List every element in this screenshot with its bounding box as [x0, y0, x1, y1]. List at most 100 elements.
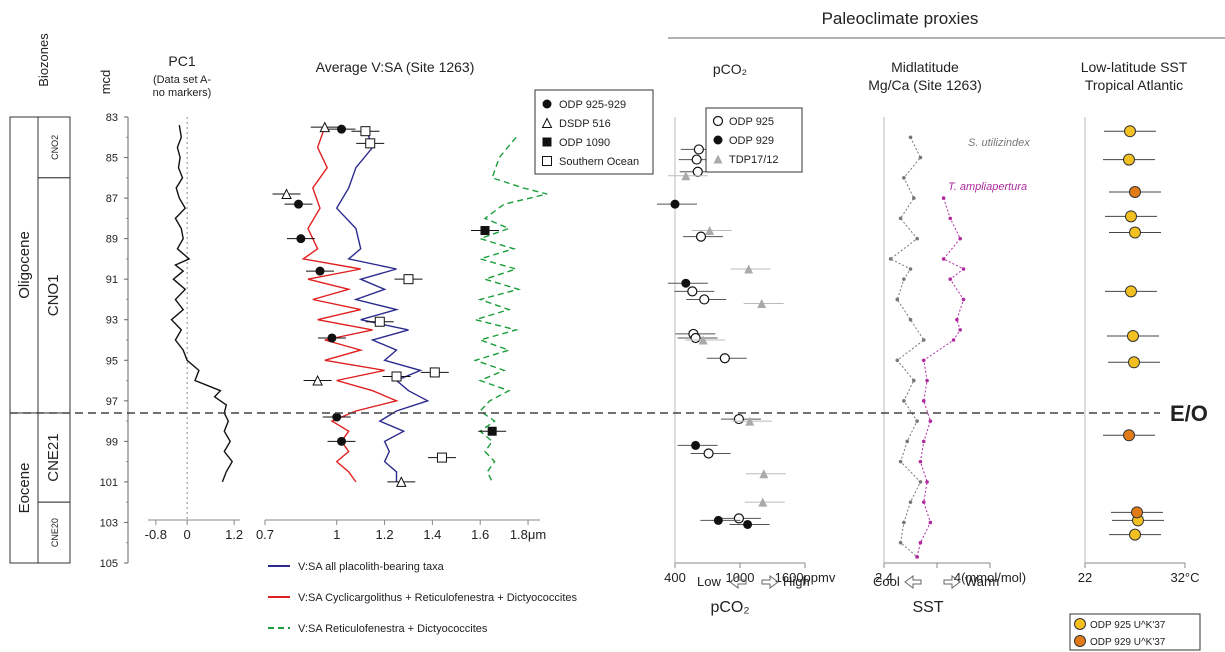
mgca-point: [921, 399, 926, 403]
vsa-marker: [315, 266, 325, 276]
mgca-point: [921, 439, 926, 444]
pco2-marker: [743, 519, 753, 529]
mgca-point: [955, 317, 959, 322]
mgca-point: [921, 358, 926, 363]
vsa-marker: [360, 126, 371, 137]
mgca-point: [895, 297, 900, 302]
pco2-marker: [719, 353, 730, 364]
mgca-point: [961, 267, 966, 271]
depth-tick-label: 101: [100, 477, 118, 489]
vsa-marker: [403, 274, 414, 285]
vsa-legend-label: ODP 925-929: [559, 99, 626, 111]
vsa-marker: [480, 226, 490, 236]
sst-cool-arrow: [904, 575, 922, 589]
epoch-box: [9, 412, 39, 564]
biozone-box: [37, 412, 71, 503]
sst-legend-label: ODP 929 U^K'37: [1090, 637, 1166, 648]
mgca-point: [915, 419, 919, 423]
pco2-x-tick-label: 1000: [726, 570, 755, 585]
vsa-title: Average V:SA (Site 1263): [316, 59, 475, 75]
pco2-marker: [713, 515, 723, 525]
stratigraphy-column: Oligocene Eocene CNO2 CNO1 CNE21 CNE20: [9, 116, 71, 564]
pco2-marker: [699, 294, 710, 305]
vsa-legend-symbol: [542, 156, 552, 166]
pco2-bottom-label: pCO₂: [710, 599, 749, 616]
pco2-title: pCO₂: [713, 61, 747, 77]
mgca-point: [921, 500, 926, 504]
pco2-marker: [733, 513, 745, 524]
mgca-point: [902, 277, 906, 281]
pc1-subtitle-2: no markers): [153, 87, 212, 99]
pco2-marker: [744, 264, 754, 274]
pc1-x-tick-label: 0: [184, 527, 191, 542]
proxies-title: Paleoclimate proxies: [822, 9, 979, 28]
pco2-legend-symbol: [713, 135, 723, 145]
mgca-point: [941, 257, 946, 261]
pco2-marker: [759, 469, 769, 479]
pco2-marker: [681, 278, 691, 288]
epoch-label: Eocene: [16, 463, 33, 514]
vsa-marker: [374, 316, 385, 327]
vsa-marker: [312, 374, 323, 386]
depth-tick-label: 85: [106, 153, 118, 165]
biozone-label: CNO2: [50, 135, 60, 160]
vsa-legend-box: [534, 89, 654, 175]
mgca-point: [941, 196, 946, 200]
mgca-point: [918, 540, 923, 545]
biozone-box: [37, 501, 71, 564]
vsa-legend-symbol: [542, 137, 552, 147]
pco2-marker: [758, 497, 768, 507]
biozones-label: Biozones: [36, 33, 51, 87]
vsa-marker: [487, 426, 497, 436]
pco2-marker: [690, 332, 701, 344]
vsa-x-tick-label: 1.8μm: [510, 527, 546, 542]
bottom-legend-label: V:SA Cyclicargolithus + Reticulofenestra…: [298, 592, 577, 604]
mgca-point: [902, 399, 906, 403]
mgca-point: [925, 480, 929, 484]
pco2-marker: [757, 299, 767, 309]
mgca-point: [961, 297, 966, 302]
sst-bottom-label: SST: [912, 599, 943, 616]
mgca-point: [898, 540, 903, 545]
mgca-point: [905, 439, 909, 444]
mgca-point: [918, 459, 923, 464]
mgca-point: [888, 257, 893, 261]
sst-legend-label: ODP 925 U^K'37: [1090, 620, 1166, 631]
vsa-legend-label: DSDP 516: [559, 118, 611, 130]
depth-axis: 83 85 87 89 91 93 95 97 99 101 103 105: [100, 112, 129, 570]
vsa-series-line-2: [472, 136, 548, 483]
vsa-marker: [337, 124, 347, 134]
vsa-legend-label: ODP 1090: [559, 137, 610, 149]
biozone-label: CNE21: [45, 433, 62, 481]
vsa-series-line-0: [335, 126, 430, 482]
vsa-legend-label: Southern Ocean: [559, 156, 639, 168]
pco2-marker: [698, 335, 708, 345]
pco2-marker: [692, 166, 703, 177]
sst-legend-symbol: [1074, 618, 1086, 630]
vsa-x-tick-label: 0.7: [256, 527, 274, 542]
mgca-point: [928, 520, 933, 525]
pco2-marker: [670, 199, 680, 209]
sst-marker: [1125, 210, 1137, 223]
mgca-point: [908, 135, 913, 140]
vsa-marker: [429, 367, 440, 378]
vsa-marker: [391, 371, 402, 382]
sst-legend-symbol: [1074, 635, 1086, 647]
eo-label: E/O: [1170, 401, 1208, 426]
depth-axis-label: mcd: [98, 70, 113, 95]
pco2-marker: [745, 416, 755, 426]
pc1-title: PC1: [168, 53, 195, 69]
pco2-legend-symbol: [713, 154, 723, 164]
pco2-legend-label: ODP 925: [729, 116, 774, 128]
sst-marker: [1129, 226, 1141, 239]
pco2-marker: [695, 231, 707, 242]
sst-marker: [1125, 285, 1137, 298]
sst-marker: [1128, 356, 1140, 369]
mgca-point: [918, 155, 923, 160]
bottom-legend-label: V:SA all placolith-bearing taxa: [298, 561, 445, 573]
mgca-point: [918, 480, 923, 484]
vsa-x-tick-label: 1.4: [423, 527, 441, 542]
pco2-marker: [681, 171, 691, 181]
pco2-legend-symbol: [712, 115, 724, 127]
